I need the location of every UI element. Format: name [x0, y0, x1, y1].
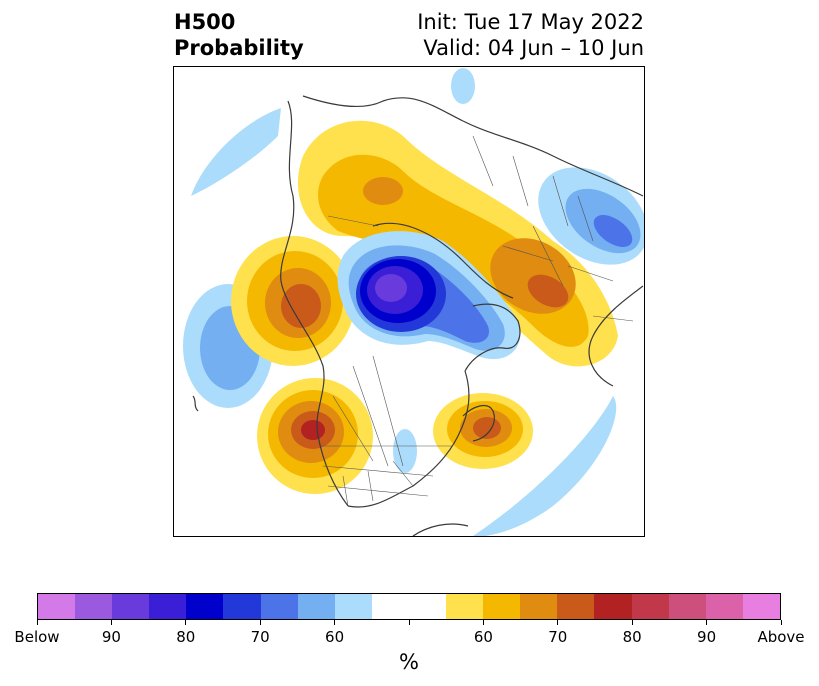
title-variable: H500 — [174, 10, 236, 34]
colorbar-segment — [186, 594, 224, 619]
above-anomaly-eastern-canada — [433, 393, 533, 469]
colorbar-tick-mark — [482, 620, 484, 625]
coastlines — [192, 95, 644, 537]
title-quantity: Probability — [174, 36, 304, 60]
colorbar-tick-label: 60 — [473, 628, 493, 646]
colorbar-tick-mark — [706, 620, 708, 625]
colorbar-segment — [75, 594, 113, 619]
colorbar-tick-label: 80 — [176, 628, 196, 646]
colorbar-tick-label: 70 — [548, 628, 568, 646]
colorbar-segment — [223, 594, 261, 619]
above-anomaly-alaska — [231, 236, 355, 366]
colorbar-segment — [408, 594, 447, 619]
colorbar-tick-mark — [110, 620, 112, 625]
colorbar-segment — [483, 594, 521, 619]
colorbar-segment — [112, 594, 150, 619]
below-anomaly-siberia — [538, 167, 645, 265]
colorbar-tick-mark — [557, 620, 559, 625]
colorbar-tick-label: Below — [14, 628, 60, 646]
below-anomaly-atlantic — [473, 396, 617, 537]
colorbar-tick-mark — [408, 620, 410, 625]
probability-map — [173, 66, 645, 537]
below-anomaly-arctic — [337, 231, 521, 360]
colorbar-segment — [334, 594, 372, 619]
colorbar-tick-label: 80 — [622, 628, 642, 646]
colorbar-tick-mark — [36, 620, 38, 625]
colorbar-unit-label: % — [399, 650, 419, 674]
colorbar-segment — [446, 594, 484, 619]
colorbar — [37, 593, 781, 620]
colorbar-tick-mark — [185, 620, 187, 625]
colorbar-segment — [742, 594, 780, 619]
colorbar-segment — [260, 594, 298, 619]
colorbar-segment — [631, 594, 669, 619]
colorbar-segment — [705, 594, 743, 619]
colorbar-tick-label: 90 — [101, 628, 121, 646]
colorbar-segment — [38, 594, 76, 619]
colorbar-segment — [149, 594, 187, 619]
colorbar-tick-label: 60 — [325, 628, 345, 646]
colorbar-tick-label: Above — [757, 628, 805, 646]
colorbar-segment — [297, 594, 335, 619]
below-anomaly-eastern-us — [393, 429, 417, 473]
above-anomaly-western-us — [257, 378, 373, 494]
colorbar-segment — [520, 594, 558, 619]
colorbar-tick-label: 90 — [697, 628, 717, 646]
init-date: Init: Tue 17 May 2022 — [417, 10, 644, 34]
political-borders — [321, 135, 634, 507]
colorbar-tick-mark — [780, 620, 782, 625]
colorbar-tick-label: 70 — [250, 628, 270, 646]
colorbar-segment — [594, 594, 632, 619]
colorbar-segment — [371, 594, 409, 619]
below-anomaly-top — [451, 68, 475, 104]
date-info: Init: Tue 17 May 2022 Valid: 04 Jun – 10… — [417, 9, 644, 61]
colorbar-segment — [557, 594, 595, 619]
colorbar-segment — [668, 594, 706, 619]
colorbar-tick-mark — [259, 620, 261, 625]
colorbar-tick-mark — [334, 620, 336, 625]
valid-range: Valid: 04 Jun – 10 Jun — [423, 36, 644, 60]
chart-title: H500 Probability — [174, 9, 304, 61]
colorbar-tick-mark — [631, 620, 633, 625]
